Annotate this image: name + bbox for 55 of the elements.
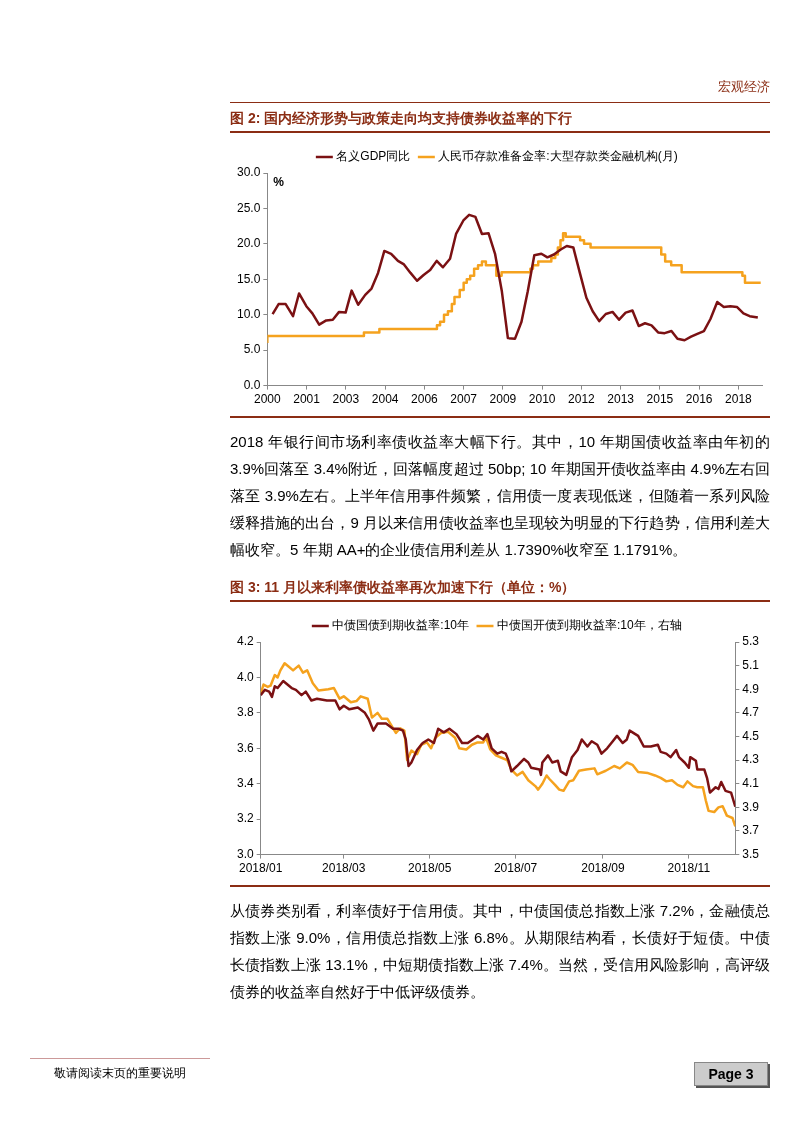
y-tick-label: 0.0: [243, 377, 261, 392]
x-tick-label: 2012: [568, 392, 596, 407]
y-tick-label: 20.0: [237, 236, 261, 251]
y2-tick-label: 4.5: [742, 728, 760, 743]
y-axis-title: %: [273, 175, 285, 190]
y-tick-label: 5.0: [243, 342, 261, 357]
legend-label: 名义GDP同比: [336, 149, 411, 164]
legend-label: 中债国债到期收益率:10年: [332, 618, 470, 633]
y2-tick-label: 3.7: [742, 823, 760, 838]
text: 2018 年银行间市场利率债收益率大幅下行。其中，10 年期国债收益率由年初的 3.9%回落至 3.4%附近，回落幅度超过 50bp; 10 年期国开债收益率由 4.9%左右回落至 3.9%左右。上半年信用事件频繁，信用债一度表现低迷，但随着一系列风险缓释措施的出台，9 月以来信用债收益率也呈现较为明显的下行趋势，信用利差大幅收窄。5 年期 AA+的企业债信用利差从 1.7390%收窄至 1.1791%。: [230, 432, 770, 560]
x-tick-label: 2000: [254, 392, 282, 407]
text: Page 3: [694, 1062, 768, 1086]
x-tick-label: 2009: [489, 392, 517, 407]
y-tick-label: 25.0: [237, 200, 261, 215]
x-tick-label: 2001: [293, 392, 321, 407]
text: 敬请阅读末页的重要说明: [30, 1058, 210, 1082]
y2-tick-label: 4.3: [742, 752, 760, 767]
y-tick-label: 10.0: [237, 307, 261, 322]
x-tick-label: 2018/03: [322, 861, 366, 876]
y-tick-label: 4.0: [236, 669, 254, 684]
y-tick-label: 3.4: [236, 776, 254, 791]
text: 从债券类别看，利率债好于信用债。其中，中债国债总指数上涨 7.2%，金融债总指数上涨 9.0%，信用债总指数上涨 6.8%。从期限结构看，长债好于短债。中债长债指数上涨 13.1%，中短期债指数上涨 7.4%。当然，受信用风险影响，高评级债券的收益率自然好于中低评级债券。: [230, 901, 770, 1002]
x-tick-label: 2018/05: [408, 861, 452, 876]
y-tick-label: 3.6: [236, 740, 254, 755]
y2-tick-label: 5.3: [742, 634, 760, 649]
x-tick-label: 2006: [411, 392, 439, 407]
y2-tick-label: 5.1: [742, 657, 760, 672]
chart-title: 图 2: 国内经济形势与政策走向均支持债券收益率的下行: [230, 108, 770, 133]
y-tick-label: 15.0: [237, 271, 261, 286]
x-tick-label: 2018/01: [238, 861, 283, 876]
x-tick-label: 2004: [371, 392, 399, 407]
x-tick-label: 2018: [725, 392, 753, 407]
y-tick-label: 3.0: [236, 846, 254, 861]
text: 宏观经济: [230, 78, 770, 103]
x-tick-label: 2018/09: [581, 861, 625, 876]
x-tick-label: 2007: [450, 392, 478, 407]
y2-tick-label: 4.1: [742, 776, 760, 791]
x-tick-label: 2015: [646, 392, 674, 407]
y-tick-label: 3.2: [236, 811, 254, 826]
x-tick-label: 2018/07: [493, 861, 538, 876]
y2-tick-label: 3.9: [742, 799, 760, 814]
x-tick-label: 2010: [528, 392, 556, 407]
x-tick-label: 2013: [607, 392, 635, 407]
y-tick-label: 3.8: [236, 705, 254, 720]
y2-tick-label: 4.9: [742, 681, 760, 696]
y2-tick-label: 4.7: [742, 705, 760, 720]
x-tick-label: 2003: [332, 392, 360, 407]
y-tick-label: 30.0: [237, 165, 261, 180]
y2-tick-label: 3.5: [742, 846, 760, 861]
y-tick-label: 4.2: [236, 634, 254, 649]
legend-label: 中债国开债到期收益率:10年，右轴: [497, 618, 682, 633]
chart-title: 图 3: 11 月以来利率债收益率再次加速下行（单位：%）: [230, 577, 770, 602]
x-tick-label: 2016: [685, 392, 713, 407]
x-tick-label: 2018/11: [667, 861, 711, 876]
legend-label: 人民币存款准备金率:大型存款类金融机构(月): [438, 149, 678, 164]
